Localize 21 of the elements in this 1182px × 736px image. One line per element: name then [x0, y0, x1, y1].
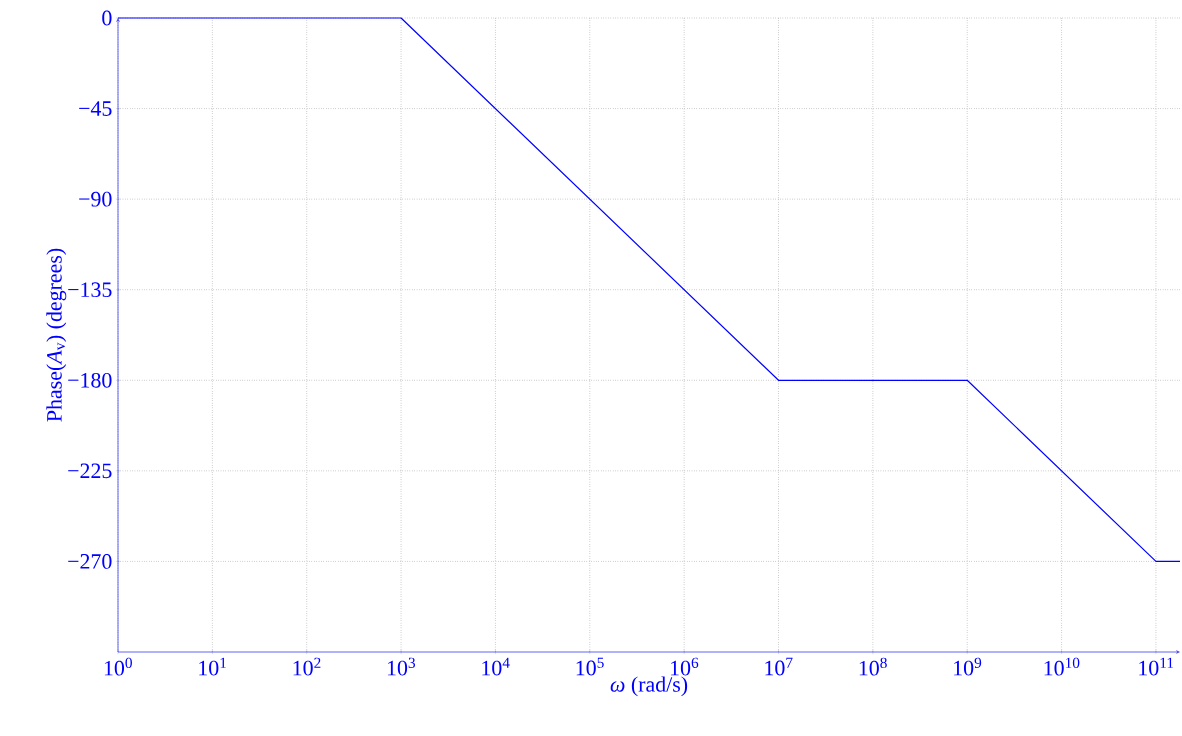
x-tick-label: 10$^{3}$ [387, 657, 416, 676]
x-tick-label: 10$^{1}$ [199, 657, 226, 676]
y-tick-label: 0 [102, 10, 112, 26]
x-tick-label: 10$^{7}$ [765, 657, 793, 676]
x-tick-label: 10$^{9}$ [954, 657, 982, 676]
x-tick-label: 10$^{6}$ [671, 657, 699, 676]
y-tick-label: −225 [68, 463, 112, 479]
x-axis-title: ω (rad/s) [610, 676, 688, 697]
y-tick-label: −270 [68, 554, 112, 569]
x-tick-label: 10$^{10}$ [1044, 657, 1080, 676]
y-tick-label: −90 [79, 191, 112, 207]
y-tick-label: −45 [79, 101, 112, 116]
x-tick-label: 10$^{2}$ [293, 657, 321, 676]
y-tick-label: −135 [68, 282, 112, 298]
x-tick-label: 10$^{0}$ [104, 657, 132, 676]
x-tick-label: 10$^{5}$ [576, 657, 604, 676]
y-axis-title: Phase(A$_{v}$) (degrees) [46, 248, 67, 422]
x-tick-label: 10$^{11}$ [1139, 657, 1174, 676]
x-tick-label: 10$^{4}$ [482, 657, 510, 676]
x-tick-label: 10$^{8}$ [859, 657, 887, 676]
y-tick-label: −180 [68, 372, 112, 388]
